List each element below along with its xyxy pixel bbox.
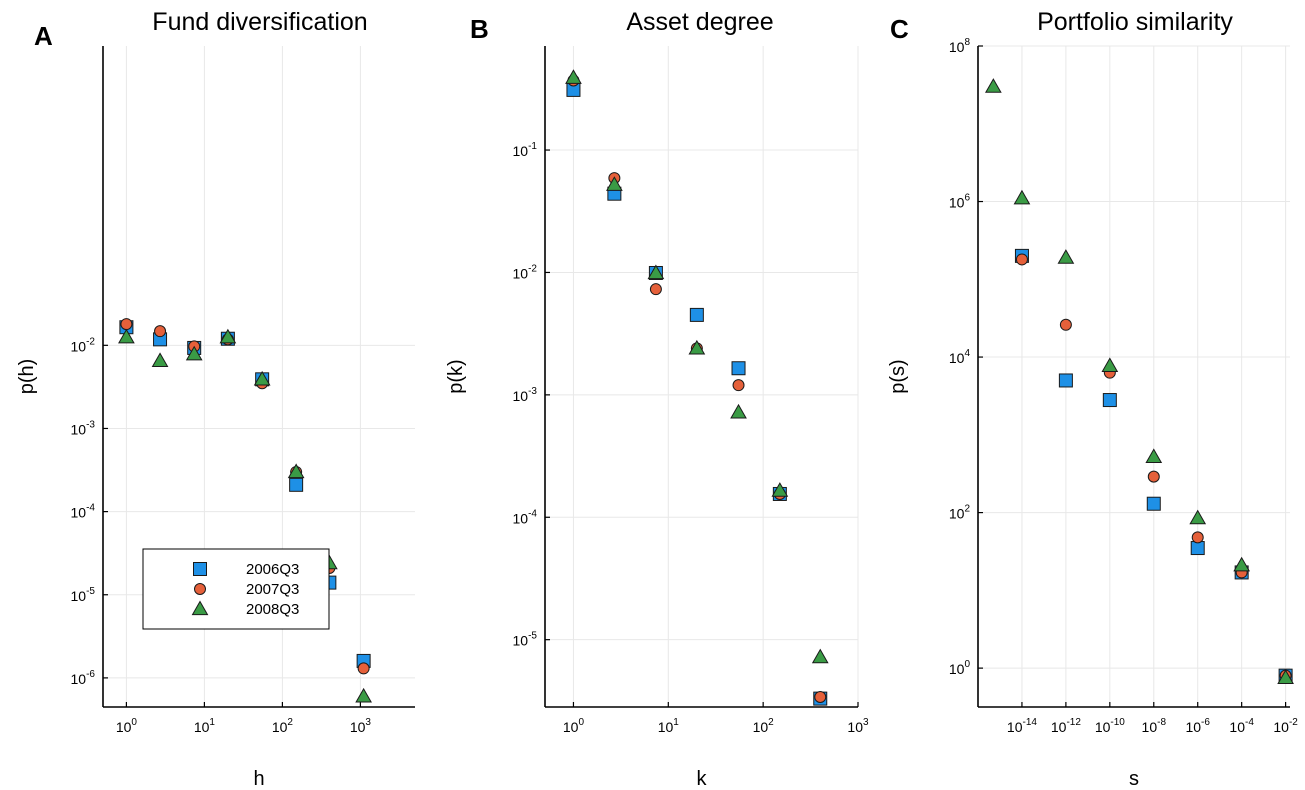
data-point-2008q3 xyxy=(647,264,665,280)
x-tick-label: 100 xyxy=(563,717,585,735)
data-point-2006q3 xyxy=(1058,373,1073,388)
x-tick-label: 10-6 xyxy=(1185,717,1210,735)
data-point-2007q3 xyxy=(154,325,167,338)
x-tick-label: 102 xyxy=(753,717,775,735)
panel-letter: C xyxy=(890,14,909,44)
data-point-2008q3 xyxy=(1101,357,1119,373)
x-tick-label: 10-10 xyxy=(1095,717,1125,735)
data-point-2007q3 xyxy=(1059,318,1072,331)
x-axis-label: k xyxy=(697,768,708,790)
data-point-2007q3 xyxy=(120,318,133,331)
y-tick-label: 10-3 xyxy=(71,419,96,437)
data-point-2006q3 xyxy=(1146,496,1161,511)
legend-label: 2008Q3 xyxy=(246,601,299,618)
y-tick-label: 10-4 xyxy=(513,508,538,526)
data-point-2008q3 xyxy=(730,403,747,419)
y-tick-label: 104 xyxy=(949,348,971,366)
x-tick-label: 10-12 xyxy=(1051,717,1081,735)
y-tick-label: 10-5 xyxy=(513,631,538,649)
data-point-2006q3 xyxy=(731,361,746,376)
data-point-2008q3 xyxy=(185,345,203,361)
y-tick-label: 106 xyxy=(949,193,971,211)
data-point-2006q3 xyxy=(1190,541,1205,556)
panel-title: Asset degree xyxy=(626,8,773,36)
x-tick-label: 102 xyxy=(272,717,294,735)
y-tick-label: 100 xyxy=(949,659,971,677)
data-point-2008q3 xyxy=(688,339,706,355)
x-axis-label: h xyxy=(253,768,264,790)
panel-b: 100 101 102 103 10-5 10-4 10-3 10-2 10-1 Asset de… xyxy=(445,8,869,790)
x-tick-label: 10-14 xyxy=(1007,717,1037,735)
data-point-2008q3 xyxy=(1013,189,1031,205)
x-tick-label: 103 xyxy=(350,717,372,735)
data-point-2008q3 xyxy=(1277,669,1294,684)
data-point-2008q3 xyxy=(1145,448,1163,464)
data-point-2007q3 xyxy=(732,379,745,392)
legend: 2006Q3 2007Q3 2008Q3 xyxy=(142,548,330,630)
panel-title: Fund diversification xyxy=(152,8,367,36)
data-point-2008q3 xyxy=(606,176,623,191)
y-tick-label: 10-5 xyxy=(71,586,96,604)
x-tick-label: 10-8 xyxy=(1142,717,1167,735)
y-tick-label: 102 xyxy=(949,504,971,522)
x-tick-label: 10-2 xyxy=(1273,717,1298,735)
data-point-2008q3 xyxy=(1057,249,1075,264)
data-point-2008q3 xyxy=(253,370,271,386)
data-point-2008q3 xyxy=(811,648,829,664)
y-tick-label: 10-3 xyxy=(513,386,538,404)
y-tick-label: 10-2 xyxy=(513,263,538,281)
data-point-2008q3 xyxy=(219,328,237,344)
x-tick-label: 103 xyxy=(847,717,869,735)
x-tick-label: 101 xyxy=(194,717,216,735)
panel-c: 10-14 10-12 10-10 10-8 10-6 10-4 10-2 100 102 104… xyxy=(887,8,1298,790)
legend-label: 2006Q3 xyxy=(246,561,299,578)
data-point-2007q3 xyxy=(814,691,827,704)
panel-letter: B xyxy=(470,14,489,44)
legend-marker-2007q3 xyxy=(194,583,206,595)
data-point-2007q3 xyxy=(1147,470,1160,483)
y-tick-label: 10-2 xyxy=(71,336,96,354)
x-tick-label: 10-4 xyxy=(1229,717,1254,735)
data-point-2008q3 xyxy=(1233,556,1251,572)
data-point-2008q3 xyxy=(287,463,305,479)
data-point-2007q3 xyxy=(1015,253,1028,266)
legend-marker-2008q3 xyxy=(191,600,209,616)
y-tick-label: 10-1 xyxy=(513,141,538,159)
data-point-2007q3 xyxy=(1191,531,1204,544)
x-tick-label: 100 xyxy=(116,717,138,735)
data-point-2006q3 xyxy=(289,477,304,492)
y-tick-label: 10-4 xyxy=(71,503,96,521)
data-point-2006q3 xyxy=(1102,393,1117,408)
legend-box xyxy=(142,548,330,630)
legend-label: 2007Q3 xyxy=(246,581,299,598)
legend-marker-2006q3 xyxy=(193,562,207,576)
y-axis-label: p(k) xyxy=(445,359,467,393)
x-axis-label: s xyxy=(1129,768,1139,790)
data-point-2007q3 xyxy=(357,662,370,675)
panel-a: 100 101 102 103 10-6 10-5 10-4 10-3 10-2 Fund div… xyxy=(16,8,415,790)
data-point-2008q3 xyxy=(565,69,582,84)
y-axis-label: p(s) xyxy=(887,359,909,393)
y-tick-label: 10-6 xyxy=(71,669,96,687)
data-point-2008q3 xyxy=(355,687,372,703)
data-point-2008q3 xyxy=(984,78,1002,93)
data-point-2006q3 xyxy=(689,307,704,322)
data-point-2008q3 xyxy=(1189,509,1207,525)
y-tick-label: 108 xyxy=(949,37,971,55)
data-point-2007q3 xyxy=(649,283,662,296)
data-point-2008q3 xyxy=(771,482,789,497)
panel-title: Portfolio similarity xyxy=(1037,8,1233,36)
panel-letter: A xyxy=(34,21,53,51)
x-tick-label: 101 xyxy=(658,717,680,735)
data-point-2008q3 xyxy=(118,328,135,344)
y-axis-label: p(h) xyxy=(16,359,38,395)
data-point-2008q3 xyxy=(151,352,169,368)
